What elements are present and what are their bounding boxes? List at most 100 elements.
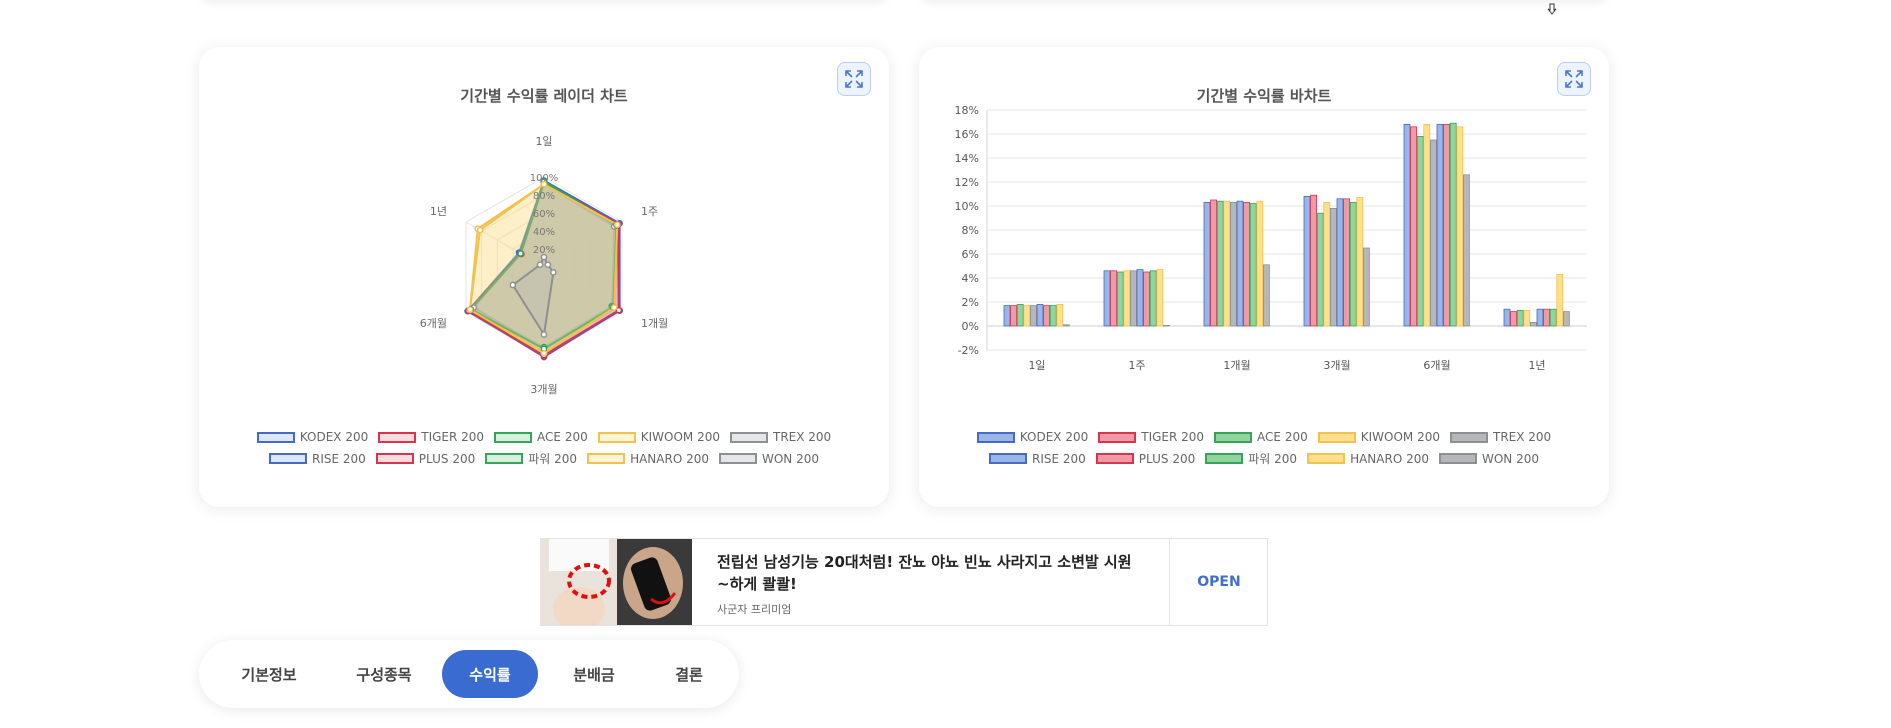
bar-y-tick-label: 6% xyxy=(962,248,979,261)
bar-200 xyxy=(1049,305,1057,327)
legend-swatch xyxy=(1307,453,1346,464)
bar-kiwoom-200 xyxy=(1423,123,1431,327)
cursor-icon xyxy=(1547,0,1557,15)
bar-kodex-200 xyxy=(1303,196,1311,327)
legend-label: ACE 200 xyxy=(1257,430,1308,444)
legend-swatch xyxy=(1317,431,1356,443)
bar-ace-200 xyxy=(1116,271,1124,327)
legend-row: RISE 200 PLUS 200 파워 200 HANARO 200 WON 200 xyxy=(919,450,1609,467)
bar-y-tick-label: 16% xyxy=(955,128,979,141)
bar-chart-title: 기간별 수익률 바차트 xyxy=(1196,87,1332,105)
bar-hanaro-200 xyxy=(1056,303,1064,327)
radar-chart-card: 기간별 수익률 레이더 차트 100% 80% 60% 40% 20% 1일 1주 1개월 3개… xyxy=(199,47,889,507)
legend-row: RISE 200 PLUS 200 파워 200 HANARO 200 WON 200 xyxy=(199,450,889,467)
bar-won-200 xyxy=(1262,264,1270,327)
legend-item-hanaro-200[interactable]: HANARO 200 xyxy=(587,450,709,467)
legend-label: PLUS 200 xyxy=(418,451,476,466)
bar-x-tick-label: 3개월 xyxy=(1323,359,1350,372)
ad-image[interactable] xyxy=(541,539,692,625)
bar-legend: KODEX 200 TIGER 200 ACE 200 KIWOOM 200 TREX … xyxy=(919,430,1609,467)
bar-y-tick-label: 14% xyxy=(955,152,979,165)
legend-item-200[interactable]: 파워 200 xyxy=(1205,450,1297,467)
bar-hanaro-200 xyxy=(1556,273,1564,327)
legend-item-ace-200[interactable]: ACE 200 xyxy=(494,430,588,444)
ad-banner[interactable]: 전립선 남성기능 20대처럼! 잔뇨 야뇨 빈뇨 사라지고 소변발 시원~하게 … xyxy=(540,538,1268,626)
bar-tiger-200 xyxy=(1110,270,1118,327)
radar-axis-label: 1일 xyxy=(535,134,552,148)
bar-won-200 xyxy=(1362,247,1370,327)
legend-item-plus-200[interactable]: PLUS 200 xyxy=(1095,450,1195,467)
radar-point xyxy=(610,304,618,311)
radar-point xyxy=(540,253,548,261)
legend-swatch xyxy=(256,431,295,443)
legend-swatch xyxy=(976,431,1015,443)
radar-point xyxy=(466,306,474,314)
legend-item-ace-200[interactable]: ACE 200 xyxy=(1214,430,1308,444)
tab-holdings[interactable]: 구성종목 xyxy=(356,665,412,684)
bar-rise-200 xyxy=(1136,269,1144,327)
expand-icon xyxy=(1565,70,1583,88)
radar-tick-label: 100% xyxy=(530,173,559,184)
radar-point xyxy=(476,226,484,234)
legend-item-kodex-200[interactable]: KODEX 200 xyxy=(976,430,1088,444)
bar-rise-200 xyxy=(1536,308,1544,327)
bar-trex-200 xyxy=(1329,208,1337,327)
tab-basic-info[interactable]: 기본정보 xyxy=(241,665,297,684)
radar-tick-label: 20% xyxy=(533,245,555,256)
legend-swatch xyxy=(375,453,414,464)
legend-item-kodex-200[interactable]: KODEX 200 xyxy=(256,430,368,444)
legend-item-plus-200[interactable]: PLUS 200 xyxy=(375,450,476,467)
legend-swatch xyxy=(494,431,533,443)
section-tabs: 기본정보 구성종목 수익률 분배금 결론 xyxy=(199,640,739,708)
bar-plus-200 xyxy=(1243,202,1251,327)
legend-label: 파워 200 xyxy=(528,452,578,466)
legend-item-kiwoom-200[interactable]: KIWOOM 200 xyxy=(597,430,720,444)
legend-item-kiwoom-200[interactable]: KIWOOM 200 xyxy=(1317,430,1440,444)
bar-chart: -2% 0% 2% 4% 6% 8% 10% 12% 14% 16% 18% 1일 1주 1개월 3개월 6개… xyxy=(955,104,1587,372)
tab-conclusion[interactable]: 결론 xyxy=(675,665,703,684)
bar-x-tick-label: 1개월 xyxy=(1223,359,1250,372)
ad-open-button[interactable]: OPEN xyxy=(1197,574,1241,590)
radar-spoke xyxy=(465,266,545,313)
ad-sponsor: 사군자 프리미엄 xyxy=(717,603,792,616)
legend-item-hanaro-200[interactable]: HANARO 200 xyxy=(1307,450,1429,467)
legend-item-rise-200[interactable]: RISE 200 xyxy=(269,450,366,467)
bar-plus-200 xyxy=(1043,305,1050,327)
legend-swatch xyxy=(269,453,307,464)
legend-item-won-200[interactable]: WON 200 xyxy=(1438,450,1539,467)
legend-item-trex-200[interactable]: TREX 200 xyxy=(1449,430,1551,444)
legend-item-rise-200[interactable]: RISE 200 xyxy=(989,450,1086,467)
tab-distributions[interactable]: 분배금 xyxy=(573,665,615,684)
bar-chart-card: 기간별 수익률 바차트 -2% 0% 2% 4% 6% 8% 10% 12% 14% 16% 18%… xyxy=(919,47,1609,507)
bar-trex-200 xyxy=(1229,202,1237,327)
bar-rise-200 xyxy=(1436,123,1444,327)
bar-x-tick-label: 1일 xyxy=(1028,358,1045,372)
legend-item-won-200[interactable]: WON 200 xyxy=(718,450,819,467)
bar-trex-200 xyxy=(1030,305,1037,327)
legend-label: RISE 200 xyxy=(1032,451,1086,466)
radar-axis-label: 3개월 xyxy=(530,383,557,396)
bar-ace-200 xyxy=(1216,200,1224,327)
tab-returns[interactable]: 수익률 xyxy=(442,650,538,698)
bar-won-200 xyxy=(1563,311,1570,327)
radar-expand-button[interactable] xyxy=(837,62,871,96)
bar-x-tick-label: 1년 xyxy=(1528,359,1545,372)
bar-200 xyxy=(1449,122,1457,327)
legend-swatch xyxy=(378,431,417,443)
ad-headline[interactable]: 전립선 남성기능 20대처럼! 잔뇨 야뇨 빈뇨 사라지고 소변발 시원~하게 … xyxy=(717,553,1132,593)
legend-label: TREX 200 xyxy=(772,430,832,444)
legend-item-tiger-200[interactable]: TIGER 200 xyxy=(1098,430,1204,444)
bar-expand-button[interactable] xyxy=(1557,62,1591,96)
radar-axis-label: 6개월 xyxy=(420,317,447,330)
legend-label: WON 200 xyxy=(761,451,819,466)
legend-item-trex-200[interactable]: TREX 200 xyxy=(729,430,832,444)
bar-rise-200 xyxy=(1336,198,1344,327)
bar-x-tick-label: 6개월 xyxy=(1423,359,1450,372)
radar-point xyxy=(540,331,548,338)
bar-plus-200 xyxy=(1343,198,1351,327)
legend-label: KIWOOM 200 xyxy=(640,430,720,444)
legend-item-200[interactable]: 파워 200 xyxy=(485,450,577,467)
legend-item-tiger-200[interactable]: TIGER 200 xyxy=(378,430,484,444)
bar-hanaro-200 xyxy=(1156,269,1164,327)
bar-tiger-200 xyxy=(1210,199,1218,327)
